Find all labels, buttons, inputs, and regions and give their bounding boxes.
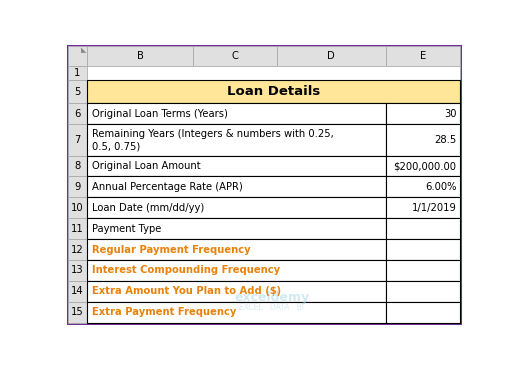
Text: Original Loan Terms (Years): Original Loan Terms (Years) bbox=[92, 109, 228, 119]
Bar bbox=[386, 103, 460, 124]
Text: 14: 14 bbox=[71, 286, 84, 296]
Text: Loan Date (mm/dd/yy): Loan Date (mm/dd/yy) bbox=[92, 203, 204, 213]
Bar bbox=[67, 66, 87, 80]
Text: 0.5, 0.75): 0.5, 0.75) bbox=[92, 141, 141, 151]
Bar bbox=[67, 80, 87, 103]
Bar bbox=[67, 218, 87, 239]
Bar bbox=[87, 239, 386, 260]
Bar bbox=[87, 302, 386, 323]
Bar bbox=[87, 218, 386, 239]
Text: 11: 11 bbox=[71, 224, 84, 234]
Bar bbox=[67, 197, 87, 218]
Bar bbox=[67, 281, 87, 302]
Text: Original Loan Amount: Original Loan Amount bbox=[92, 161, 201, 171]
Bar bbox=[193, 46, 277, 66]
Text: 13: 13 bbox=[71, 265, 84, 276]
Text: 7: 7 bbox=[74, 135, 80, 145]
Text: 30: 30 bbox=[444, 109, 456, 119]
Text: Payment Type: Payment Type bbox=[92, 224, 162, 234]
Text: D: D bbox=[328, 51, 335, 61]
Bar bbox=[87, 124, 386, 155]
Text: Extra Payment Frequency: Extra Payment Frequency bbox=[92, 307, 237, 317]
Text: 28.5: 28.5 bbox=[434, 135, 456, 145]
Text: Loan Details: Loan Details bbox=[227, 85, 320, 98]
Bar bbox=[87, 103, 386, 124]
Bar bbox=[386, 281, 460, 302]
Text: ◣: ◣ bbox=[81, 47, 87, 53]
Text: 1/1/2019: 1/1/2019 bbox=[411, 203, 456, 213]
Text: 15: 15 bbox=[71, 307, 84, 317]
Text: 12: 12 bbox=[71, 245, 84, 254]
Bar bbox=[87, 177, 386, 197]
Bar bbox=[386, 124, 460, 155]
Text: Interest Compounding Frequency: Interest Compounding Frequency bbox=[92, 265, 281, 276]
Bar bbox=[386, 155, 460, 177]
Bar bbox=[87, 197, 386, 218]
Text: 6.00%: 6.00% bbox=[425, 182, 456, 192]
Bar bbox=[87, 46, 193, 66]
Text: B: B bbox=[137, 51, 144, 61]
Bar bbox=[67, 260, 87, 281]
Bar bbox=[386, 46, 460, 66]
Text: 10: 10 bbox=[71, 203, 84, 213]
Bar bbox=[277, 46, 386, 66]
Text: 5: 5 bbox=[74, 87, 80, 97]
Text: exceldemy: exceldemy bbox=[234, 291, 310, 304]
Bar bbox=[67, 103, 87, 124]
Bar bbox=[87, 260, 386, 281]
Bar bbox=[386, 197, 460, 218]
Text: 9: 9 bbox=[74, 182, 80, 192]
Bar bbox=[386, 260, 460, 281]
Bar bbox=[386, 218, 460, 239]
Text: E: E bbox=[420, 51, 426, 61]
Text: Remaining Years (Integers & numbers with 0.25,: Remaining Years (Integers & numbers with… bbox=[92, 129, 334, 139]
Bar bbox=[67, 155, 87, 177]
Bar bbox=[386, 239, 460, 260]
Bar bbox=[87, 281, 386, 302]
Bar bbox=[87, 80, 460, 103]
Text: 1: 1 bbox=[74, 68, 80, 78]
Bar bbox=[386, 302, 460, 323]
Text: C: C bbox=[232, 51, 238, 61]
Bar bbox=[67, 124, 87, 155]
Bar bbox=[67, 177, 87, 197]
Bar bbox=[67, 302, 87, 323]
Text: $200,000.00: $200,000.00 bbox=[393, 161, 456, 171]
Text: Regular Payment Frequency: Regular Payment Frequency bbox=[92, 245, 251, 254]
Text: 6: 6 bbox=[74, 109, 80, 119]
Bar bbox=[87, 155, 386, 177]
Bar bbox=[87, 66, 460, 80]
Bar bbox=[67, 239, 87, 260]
Text: Annual Percentage Rate (APR): Annual Percentage Rate (APR) bbox=[92, 182, 243, 192]
Text: EXCEL · DATA · BI: EXCEL · DATA · BI bbox=[239, 303, 304, 312]
Bar bbox=[386, 177, 460, 197]
Bar bbox=[67, 46, 87, 66]
Text: Extra Amount You Plan to Add ($): Extra Amount You Plan to Add ($) bbox=[92, 286, 282, 296]
Text: 8: 8 bbox=[74, 161, 80, 171]
